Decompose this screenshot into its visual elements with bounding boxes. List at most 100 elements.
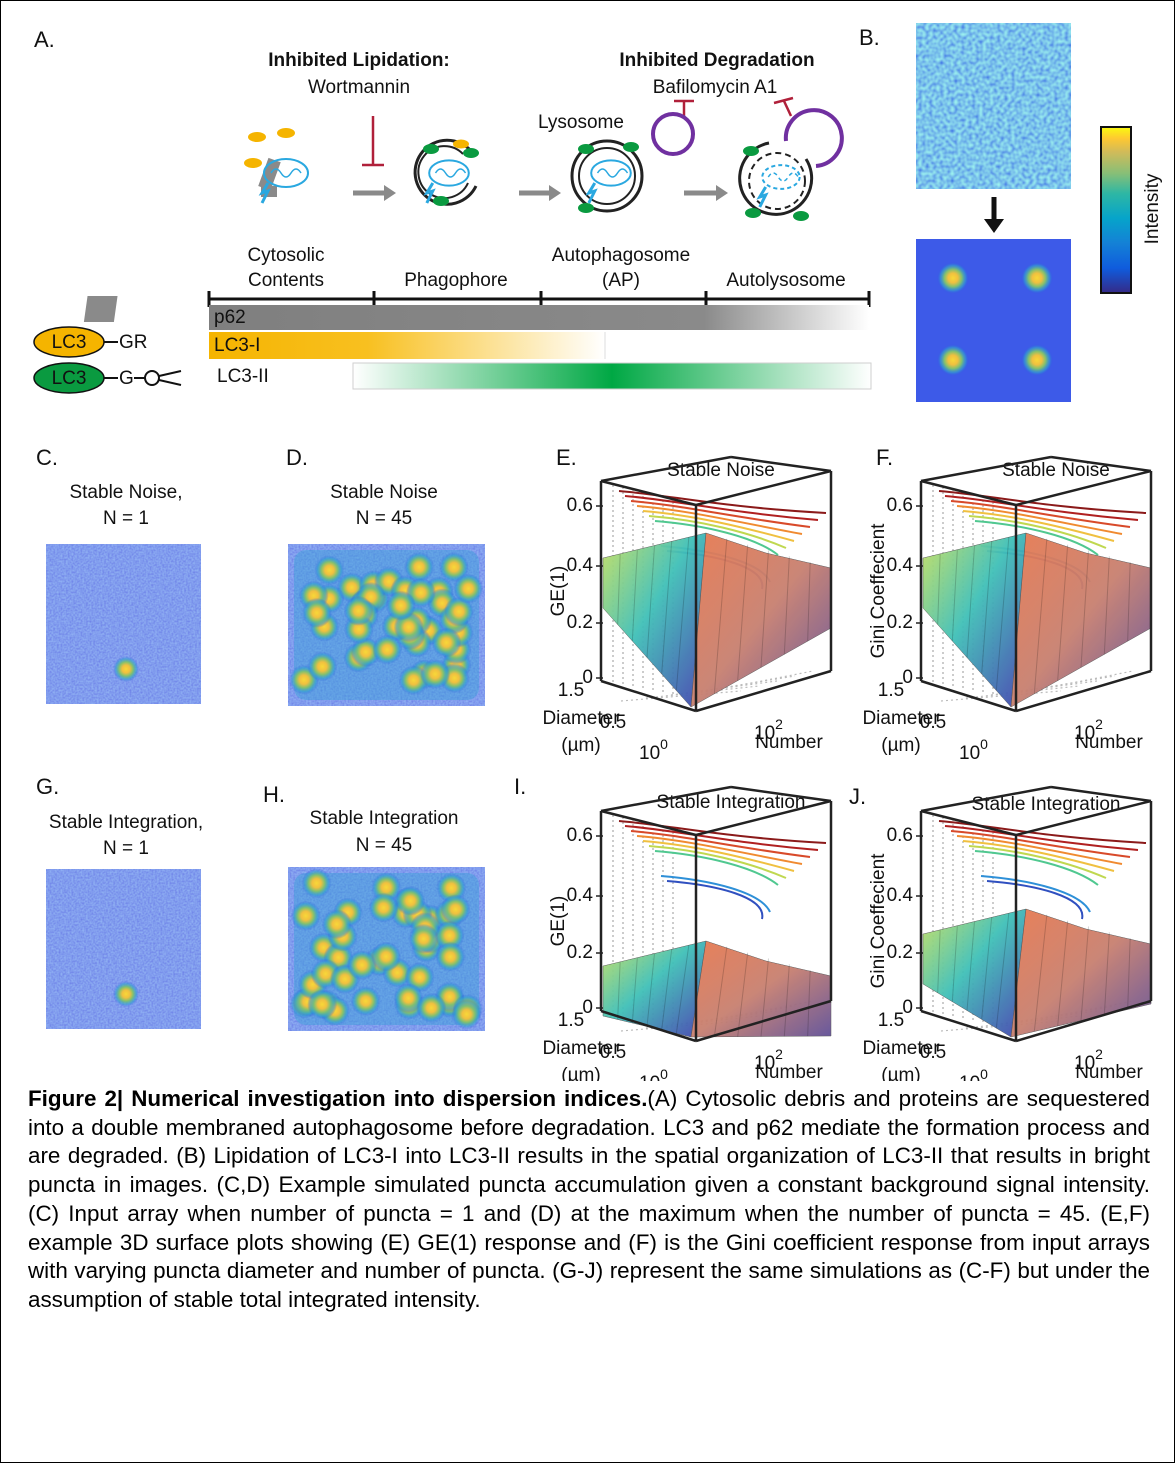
contour-line [974, 520, 1099, 556]
autolysosome [748, 152, 806, 210]
tick-exponent: 2 [1095, 1046, 1103, 1062]
surface-mesh [713, 538, 728, 694]
contour-line [944, 495, 1139, 521]
surface-mesh [1057, 920, 1069, 1027]
diameter-tick-label: 1.5 [878, 680, 904, 701]
panel-label: E. [556, 445, 577, 470]
tick-exponent: 0 [660, 1066, 668, 1081]
plot-title: Stable Integration [657, 792, 806, 813]
plot-box [1015, 669, 1152, 713]
surface-plot: J. Stable Integration Gini Coeffecient 0 0.2… [849, 784, 1153, 1081]
stage-label: Cytosolic [247, 245, 324, 266]
diameter-tick-label: 0.5 [600, 1042, 626, 1063]
surface-mesh [646, 953, 655, 1027]
panel-label: I. [514, 774, 526, 799]
stage-label: Autophagosome [552, 245, 690, 266]
contour-line [962, 840, 1115, 872]
autophagosome [578, 147, 636, 205]
number-tick-label: 100 [639, 1066, 668, 1081]
stage-label: Autolysosome [726, 270, 845, 291]
arrow-head [549, 185, 561, 201]
plot-box [695, 669, 832, 713]
punctum [434, 920, 465, 951]
number-tick-label: 100 [639, 736, 668, 764]
lc3-i-bar [209, 332, 605, 359]
surface-plot: F. Stable Noise Gini Coeffecient 0 0.2 0.4 0.6… [862, 445, 1153, 764]
lysosome [651, 112, 695, 156]
punctum [440, 894, 471, 925]
contour-line [630, 500, 811, 528]
punctum [393, 983, 424, 1014]
diameter-label: Diameter [862, 1038, 940, 1059]
surface-mesh [966, 545, 975, 658]
mitochondrion-fold [270, 168, 302, 178]
plot-title: Stable Integration [972, 794, 1121, 815]
contour-line [968, 845, 1107, 879]
plot-box [920, 1009, 1017, 1043]
plot-box [695, 799, 832, 837]
plot-box [730, 785, 832, 803]
surface-mesh [981, 917, 993, 1020]
punctum [438, 552, 469, 583]
contour-line [642, 840, 795, 872]
surface-plot: I. Stable Integration GE(1) 0 0.2 0.4 0.6 1.5 0.… [514, 774, 833, 1081]
caption-title: Figure 2| Numerical investigation into d… [28, 1086, 648, 1111]
punctum [937, 344, 969, 376]
p62-icon [83, 296, 118, 322]
surface-face [922, 532, 1027, 708]
punctum [307, 651, 338, 682]
punctum [371, 941, 402, 972]
tick-base: 10 [754, 1053, 775, 1074]
z-tick-label: 0.2 [887, 612, 913, 633]
z-tick-label: 0.6 [887, 495, 913, 516]
tick-base: 10 [639, 1073, 660, 1081]
plot-box [600, 455, 732, 483]
contour-line [648, 845, 787, 879]
surface-mesh [937, 929, 941, 993]
diameter-label: (µm) [881, 735, 920, 756]
diameter-label: Diameter [542, 708, 620, 729]
legend-tail: GR [119, 332, 148, 353]
tick-base: 10 [1074, 1053, 1095, 1074]
z-tick-label: 0 [582, 997, 593, 1018]
surface-mesh [1127, 562, 1131, 642]
stage-label: (AP) [602, 270, 640, 291]
surface-mesh [617, 553, 621, 625]
surface-mesh [1103, 932, 1110, 1016]
surface-mesh [617, 961, 621, 1020]
inhibitor [773, 96, 794, 105]
lysosome-label: Lysosome [538, 112, 624, 133]
surface-mesh [737, 952, 749, 1037]
heading: Inhibited Degradation [619, 50, 814, 71]
contour-line [968, 515, 1107, 549]
tick-exponent: 0 [980, 1066, 988, 1081]
surface-mesh [631, 549, 638, 642]
p62-block [258, 157, 281, 191]
tick-base: 10 [754, 723, 775, 744]
image-title: Stable Noise, [69, 482, 182, 503]
surface-face [690, 940, 832, 1038]
surface-mesh [951, 549, 958, 642]
lc3-ii [433, 196, 449, 206]
lc3-ii [463, 148, 479, 158]
surface-mesh [631, 957, 638, 1024]
plot-box [730, 455, 832, 473]
contour-line [956, 835, 1123, 865]
punctum [416, 992, 447, 1023]
punctum [368, 892, 399, 923]
punctum [431, 627, 462, 658]
phagophore [413, 138, 478, 206]
figure-caption: Figure 2| Numerical investigation into d… [28, 1085, 1150, 1315]
arrow-head [716, 185, 728, 201]
diameter-tick-label: 1.5 [558, 680, 584, 701]
surface-mesh [783, 556, 790, 655]
plot-box [920, 679, 1017, 713]
diameter-label: (µm) [881, 1065, 920, 1081]
punctum [301, 597, 332, 628]
protein [244, 158, 262, 168]
surface-mesh [675, 945, 690, 1034]
plot-title: Stable Noise [1002, 460, 1110, 481]
noise-image [916, 23, 1071, 189]
contour-line [974, 850, 1099, 886]
stage-label: Phagophore [404, 270, 508, 291]
